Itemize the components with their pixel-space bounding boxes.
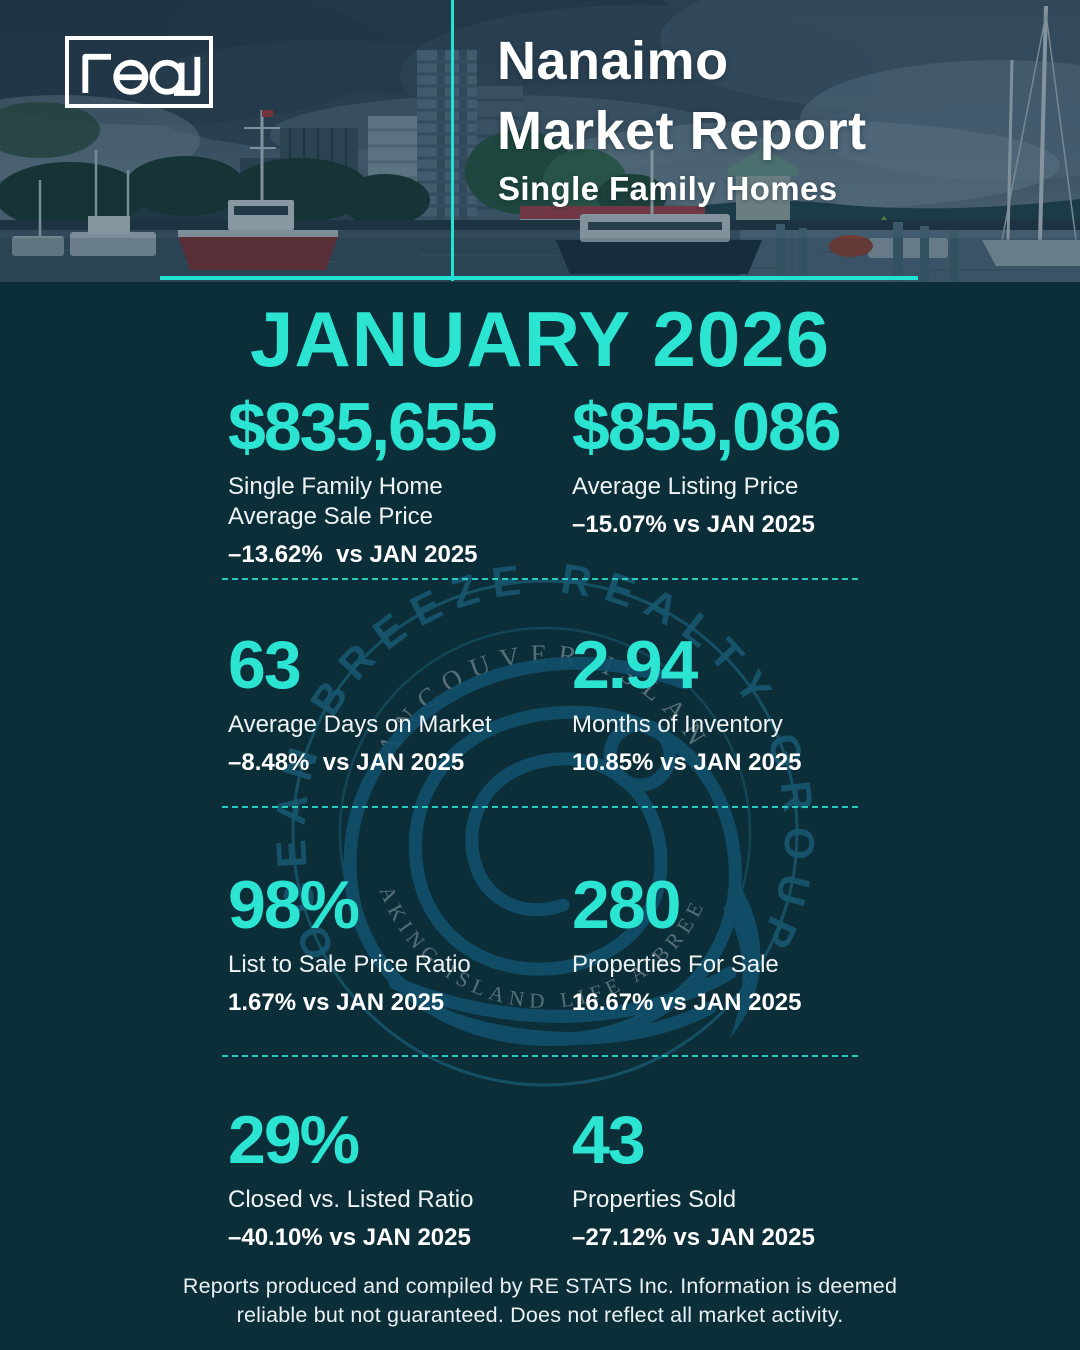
stat-label: Months of Inventory (572, 711, 783, 738)
stat-value: 98% (228, 867, 360, 943)
stat-value: 63 (228, 627, 302, 703)
stat-months-of-inventory: 2.94 Months of Inventory 10.85% vs JAN 2… (572, 630, 902, 777)
photo-tint-overlay (0, 0, 1080, 282)
row-divider (222, 1055, 858, 1057)
real-logo-icon (82, 53, 201, 96)
month-title: JANUARY 2026 (250, 295, 830, 383)
report-subtitle: Single Family Homes (498, 170, 838, 207)
pilings (776, 222, 958, 282)
stat-change: 10.85% vs JAN 2025 (572, 749, 802, 776)
stat-label: Single Family Home Average Sale Price (228, 473, 443, 530)
stat-value: 2.94 (572, 627, 698, 703)
stat-change: –13.62% vs JAN 2025 (228, 541, 478, 568)
real-logo (65, 36, 213, 108)
stat-list-to-sale-ratio: 98% List to Sale Price Ratio 1.67% vs JA… (228, 870, 558, 1017)
stat-label: Average Listing Price (572, 473, 799, 500)
watermark-outer-circle (291, 579, 799, 1087)
stat-label: Properties For Sale (572, 951, 779, 978)
red-response-boat (178, 236, 338, 270)
stat-value: 280 (572, 867, 681, 943)
report-title-line2: Market Report (497, 101, 867, 161)
ocean-breeze-watermark: OCEAN BREEZE REALTY GROUP VANCOUVER ISLA… (265, 553, 825, 1113)
harbour-photo: Nanaimo Market Report Single Family Home… (0, 0, 1080, 282)
disclaimer-text: Reports produced and compiled by RE STAT… (182, 1274, 898, 1327)
stat-average-listing-price: $855,086 Average Listing Price –15.07% v… (572, 392, 902, 539)
stat-change: –15.07% vs JAN 2025 (572, 511, 815, 538)
boats (12, 5, 1080, 274)
stat-properties-sold: 43 Properties Sold –27.12% vs JAN 2025 (572, 1105, 902, 1252)
stat-average-sale-price: $835,655 Single Family Home Average Sale… (228, 392, 558, 569)
stat-label: Average Days on Market (228, 711, 492, 738)
stat-change: –8.48% vs JAN 2025 (228, 749, 465, 776)
stat-average-days-on-market: 63 Average Days on Market –8.48% vs JAN … (228, 630, 558, 777)
header-bottom-accent-line (160, 276, 918, 280)
sailboat (982, 240, 1080, 266)
orange-lifeboat (829, 235, 873, 257)
row-divider (222, 578, 858, 580)
report-title-line1: Nanaimo (497, 31, 729, 91)
stat-value: $855,086 (572, 389, 842, 465)
stat-change: 16.67% vs JAN 2025 (572, 989, 802, 1016)
trees (0, 102, 667, 230)
stat-change: –40.10% vs JAN 2025 (228, 1224, 471, 1251)
harbour-photo-art (0, 0, 1080, 282)
wave-icon (343, 656, 761, 1046)
stat-change: –27.12% vs JAN 2025 (572, 1224, 815, 1251)
stat-value: 43 (572, 1102, 646, 1178)
header-vertical-accent-line (451, 0, 454, 281)
stat-closed-vs-listed-ratio: 29% Closed vs. Listed Ratio –40.10% vs J… (228, 1105, 558, 1252)
stat-label: List to Sale Price Ratio (228, 951, 471, 978)
stat-label: Properties Sold (572, 1186, 737, 1213)
stat-properties-for-sale: 280 Properties For Sale 16.67% vs JAN 20… (572, 870, 902, 1017)
stat-value: 29% (228, 1102, 360, 1178)
stat-value: $835,655 (228, 389, 498, 465)
stat-change: 1.67% vs JAN 2025 (228, 989, 445, 1016)
stat-label: Closed vs. Listed Ratio (228, 1186, 474, 1213)
row-divider (222, 806, 858, 808)
